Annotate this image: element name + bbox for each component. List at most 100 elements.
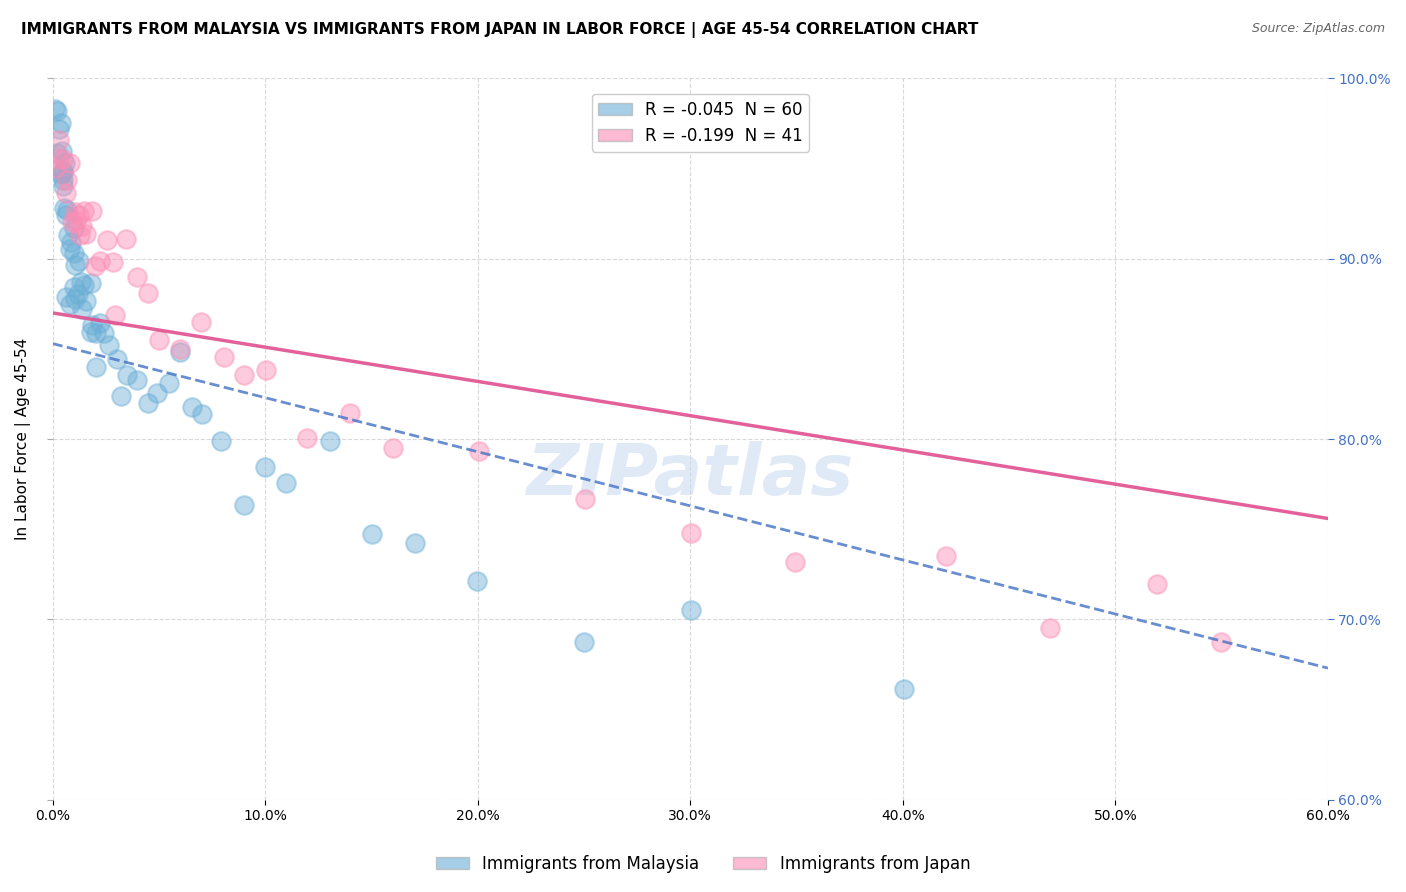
Point: [209, 434, 232, 449]
Point: [58, 227, 80, 242]
Point: [69, 276, 91, 290]
Point: [52, 178, 75, 193]
Point: [169, 345, 191, 359]
Point: [73, 277, 96, 292]
Point: [783, 555, 806, 569]
Point: [190, 315, 212, 329]
Point: [48, 133, 70, 147]
Legend: Immigrants from Malaysia, Immigrants from Japan: Immigrants from Malaysia, Immigrants fro…: [429, 848, 977, 880]
Point: [59, 235, 82, 249]
Point: [73, 203, 96, 218]
Point: [48, 152, 70, 166]
Point: [361, 527, 384, 541]
Point: [297, 431, 319, 445]
Point: [101, 255, 124, 269]
Text: ZIPatlas: ZIPatlas: [527, 441, 853, 509]
Point: [679, 525, 702, 540]
Point: [72, 219, 94, 233]
Point: [48, 121, 70, 136]
Point: [1039, 621, 1062, 635]
Point: [55, 208, 77, 222]
Point: [157, 376, 180, 390]
Point: [59, 296, 82, 310]
Point: [572, 635, 595, 649]
Y-axis label: In Labor Force | Age 45-54: In Labor Force | Age 45-54: [15, 338, 31, 541]
Point: [69, 228, 91, 243]
Point: [75, 294, 97, 309]
Point: [49, 167, 72, 181]
Point: [893, 682, 915, 697]
Point: [679, 603, 702, 617]
Text: IMMIGRANTS FROM MALAYSIA VS IMMIGRANTS FROM JAPAN IN LABOR FORCE | AGE 45-54 COR: IMMIGRANTS FROM MALAYSIA VS IMMIGRANTS F…: [21, 22, 979, 38]
Point: [253, 459, 276, 474]
Point: [52, 166, 75, 180]
Point: [65, 292, 87, 306]
Point: [468, 443, 491, 458]
Point: [574, 492, 596, 507]
Point: [89, 316, 111, 330]
Point: [70, 302, 93, 317]
Point: [233, 368, 256, 382]
Point: [382, 441, 405, 455]
Point: [96, 233, 118, 247]
Point: [52, 152, 75, 166]
Point: [60, 215, 83, 229]
Point: [935, 549, 957, 564]
Point: [148, 333, 170, 347]
Point: [127, 373, 149, 387]
Point: [52, 173, 75, 187]
Point: [65, 258, 87, 272]
Point: [59, 242, 82, 256]
Point: [254, 363, 277, 377]
Point: [52, 201, 75, 215]
Point: [115, 232, 138, 246]
Point: [52, 163, 75, 178]
Point: [169, 343, 191, 357]
Point: [84, 326, 107, 340]
Point: [82, 203, 104, 218]
Point: [97, 338, 120, 352]
Point: [146, 386, 169, 401]
Point: [1209, 635, 1232, 649]
Text: Source: ZipAtlas.com: Source: ZipAtlas.com: [1251, 22, 1385, 36]
Point: [136, 396, 159, 410]
Point: [44, 161, 66, 175]
Point: [67, 287, 90, 301]
Point: [180, 401, 202, 415]
Point: [339, 406, 361, 420]
Point: [58, 156, 80, 170]
Point: [63, 220, 86, 235]
Point: [56, 202, 79, 217]
Point: [93, 326, 115, 340]
Point: [104, 308, 127, 322]
Point: [84, 359, 107, 374]
Point: [46, 146, 69, 161]
Point: [67, 208, 90, 222]
Point: [80, 318, 103, 333]
Point: [138, 286, 160, 301]
Point: [67, 254, 90, 268]
Point: [65, 213, 87, 227]
Point: [63, 280, 86, 294]
Point: [51, 144, 73, 158]
Point: [75, 227, 97, 241]
Point: [45, 103, 67, 118]
Point: [105, 351, 128, 366]
Point: [80, 325, 103, 339]
Point: [465, 574, 488, 588]
Point: [1146, 577, 1168, 591]
Point: [404, 535, 426, 549]
Point: [62, 245, 84, 260]
Point: [44, 103, 66, 117]
Point: [274, 475, 297, 490]
Point: [212, 350, 235, 364]
Point: [49, 116, 72, 130]
Point: [110, 389, 132, 403]
Point: [53, 156, 76, 170]
Legend: R = -0.045  N = 60, R = -0.199  N = 41: R = -0.045 N = 60, R = -0.199 N = 41: [592, 94, 810, 152]
Point: [127, 270, 149, 285]
Point: [233, 499, 256, 513]
Point: [89, 253, 111, 268]
Point: [115, 368, 138, 382]
Point: [318, 434, 340, 448]
